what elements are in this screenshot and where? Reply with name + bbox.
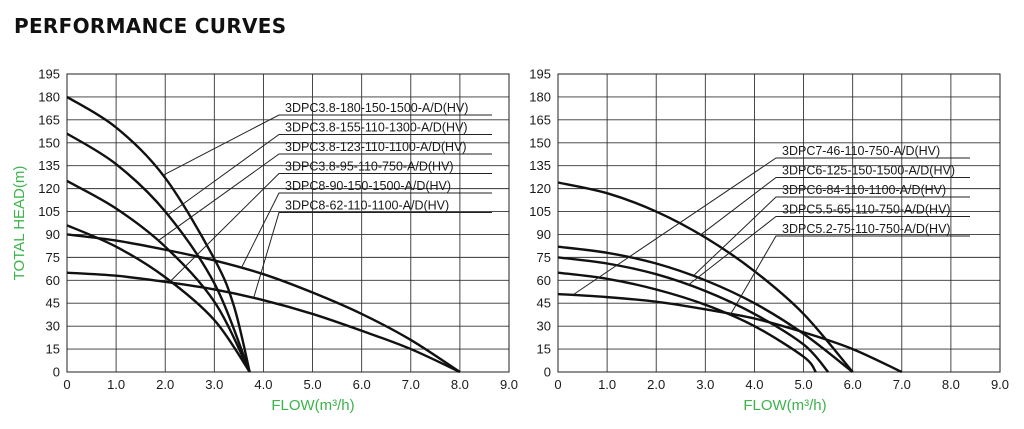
y-tick-label: 105 [529, 204, 551, 219]
series-label: 3DPC5.5-65-110-750-A/D(HV) [782, 203, 951, 217]
y-tick-label: 90 [46, 227, 60, 242]
leader-line [687, 216, 970, 286]
y-tick-label: 150 [529, 135, 551, 150]
y-tick-label: 105 [38, 204, 60, 219]
x-tick-label: 1.0 [598, 377, 616, 392]
page-title: PERFORMANCE CURVES [14, 14, 287, 38]
y-tick-label: 30 [537, 319, 551, 334]
x-tick-label: 7.0 [893, 377, 911, 392]
y-tick-label: 195 [529, 67, 551, 82]
series-curve-1 [66, 95, 251, 373]
leader-line [162, 114, 492, 176]
chart-2: 0 1.0 2.0 3.0 4.0 5.0 6.0 7.0 8.0 9.0 0 15 30 45 60 75 9… [529, 67, 1009, 415]
y-tick-label: 135 [38, 158, 60, 173]
x-tick-label: 8.0 [942, 377, 960, 392]
series-curve-4 [557, 256, 830, 373]
y-tick-label: 0 [53, 365, 60, 380]
leader-line [700, 177, 970, 236]
series-curve-1 [557, 292, 903, 374]
leader-line [169, 173, 492, 282]
y-tick-label: 0 [544, 365, 551, 380]
y-tick-label: 195 [38, 67, 60, 82]
x-tick-label: 3.0 [696, 377, 714, 392]
leader-line [240, 192, 492, 269]
leader-line [253, 212, 492, 299]
x-tick-label: 4.0 [745, 377, 763, 392]
y-tick-label: 75 [46, 250, 60, 265]
plot-frame [66, 73, 510, 373]
series-label: 3DPC3.8-180-150-1500-A/D(HV) [285, 101, 468, 115]
series-curve-3 [66, 179, 251, 373]
y-tick-label: 30 [46, 319, 60, 334]
x-tick-label: 4.0 [254, 377, 272, 392]
x-tick-label: 7.0 [402, 377, 420, 392]
y-tick-label: 120 [38, 181, 60, 196]
leader-line [692, 196, 970, 277]
leader-line [167, 134, 492, 216]
chart-1: 0 1.0 2.0 3.0 4.0 5.0 6.0 7.0 8.0 9.0 0 15 30 45 60 75 9… [11, 67, 518, 415]
series-label: 3DPC3.8-155-110-1300-A/D(HV) [285, 121, 468, 135]
y-tick-label: 135 [529, 158, 551, 173]
y-tick-label: 150 [38, 135, 60, 150]
series-curve-2 [557, 181, 854, 373]
x-tick-label: 0 [554, 377, 561, 392]
y-tick-label: 165 [38, 112, 60, 127]
y-tick-label: 90 [537, 227, 551, 242]
x-axis-label: FLOW(m³/h) [271, 397, 354, 414]
y-tick-label: 60 [46, 273, 60, 288]
x-tick-label: 8.0 [451, 377, 469, 392]
x-tick-label: 5.0 [795, 377, 813, 392]
x-tick-label: 3.0 [205, 377, 223, 392]
y-tick-label: 180 [38, 89, 60, 104]
x-tick-label: 6.0 [844, 377, 862, 392]
series-label: 3DPC3.8-123-110-1100-A/D(HV) [285, 140, 467, 154]
series-label: 3DPC8-62-110-1100-A/D(HV) [285, 199, 449, 213]
series-label: 3DPC5.2-75-110-750-A/D(HV) [782, 222, 951, 236]
x-tick-label: 2.0 [647, 377, 665, 392]
y-tick-label: 180 [529, 89, 551, 104]
leader-line [729, 235, 970, 316]
series-curve-5 [66, 233, 461, 374]
x-tick-label: 0 [63, 377, 70, 392]
y-tick-label: 165 [529, 112, 551, 127]
series-curve-5 [557, 271, 817, 373]
series-curve-6 [66, 271, 461, 374]
x-tick-label: 2.0 [156, 377, 174, 392]
x-tick-label: 5.0 [304, 377, 322, 392]
y-tick-label: 75 [537, 250, 551, 265]
y-tick-label: 15 [46, 342, 60, 357]
series-curve-3 [557, 245, 854, 373]
x-tick-label: 9.0 [500, 377, 518, 392]
series-label: 3DPC7-46-110-750-A/D(HV) [782, 144, 940, 158]
x-tick-label: 1.0 [107, 377, 125, 392]
x-axis-label: FLOW(m³/h) [743, 397, 826, 414]
y-tick-label: 45 [537, 296, 551, 311]
y-axis-label: TOTAL HEAD(m) [11, 166, 28, 281]
y-tick-label: 15 [537, 342, 551, 357]
x-tick-label: 6.0 [353, 377, 371, 392]
leader-line [157, 153, 492, 242]
series-label: 3DPC8-90-150-1500-A/D(HV) [285, 179, 451, 193]
series-label: 3DPC3.8-95-110-750-A/D(HV) [285, 160, 454, 174]
y-tick-label: 45 [46, 296, 60, 311]
leader-line [572, 157, 970, 296]
y-tick-label: 120 [529, 181, 551, 196]
x-tick-label: 9.0 [991, 377, 1009, 392]
series-label: 3DPC6-125-150-1500-A/D(HV) [782, 164, 955, 178]
plot-frame [557, 73, 1001, 373]
y-tick-label: 60 [537, 273, 551, 288]
series-label: 3DPC6-84-110-1100-A/D(HV) [782, 183, 946, 197]
